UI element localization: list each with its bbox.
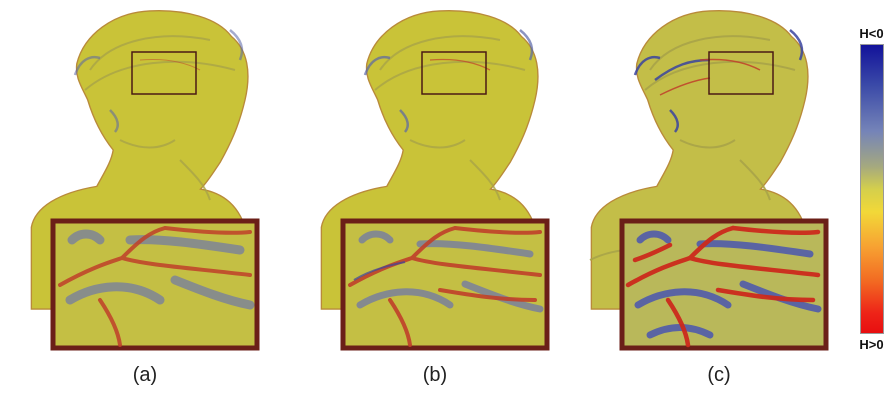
curvature-colorbar: H<0 H>0 [850, 0, 893, 396]
panel-b: (b) [290, 0, 580, 396]
bust-rendering-a [0, 0, 260, 351]
colorbar-bottom-label: H>0 [859, 337, 884, 352]
colorbar-gradient [860, 44, 884, 334]
panel-caption-c: (c) [707, 364, 731, 386]
panel-caption-a: (a) [132, 364, 158, 386]
panel-a: (a) [0, 0, 290, 396]
bust-rendering-b [290, 0, 550, 351]
panel-caption-b: (b) [422, 364, 448, 386]
colorbar-top-label: H<0 [859, 26, 884, 41]
panel-c: (c) [560, 0, 850, 396]
bust-rendering-c [589, 0, 829, 351]
